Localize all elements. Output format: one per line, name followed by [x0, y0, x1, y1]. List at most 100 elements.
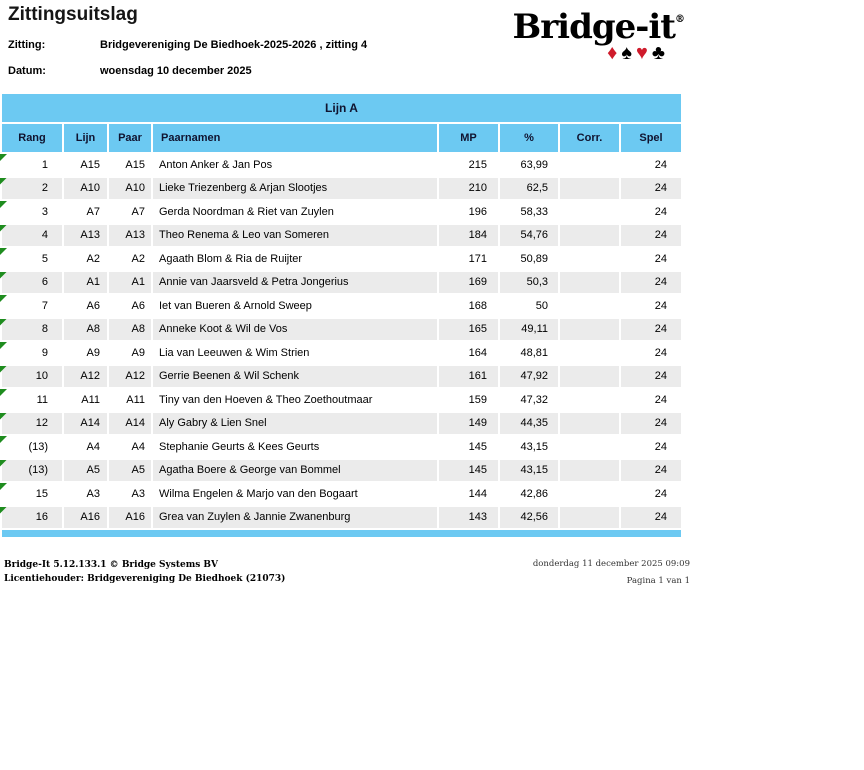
heart-suit-icon: ♥ — [636, 42, 652, 64]
cell-paarnamen: Aly Gabry & Lien Snel — [153, 412, 437, 434]
cell-spel: 24 — [621, 365, 681, 387]
cell-paarnamen: Theo Renema & Leo van Someren — [153, 224, 437, 246]
cell-pct: 63,99 — [500, 154, 558, 176]
row-marker-icon — [0, 483, 7, 490]
cell-rang: 8 — [2, 318, 62, 340]
row-marker-icon — [0, 154, 7, 161]
footer-license: Licentiehouder: Bridgevereniging De Bied… — [4, 574, 286, 584]
cell-corr — [560, 248, 619, 270]
cell-paarnamen: Wilma Engelen & Marjo van den Bogaart — [153, 483, 437, 505]
column-header-rang: Rang — [2, 124, 62, 152]
cell-spel: 24 — [621, 177, 681, 199]
cell-rang: 12 — [2, 412, 62, 434]
row-marker-icon — [0, 248, 7, 255]
cell-spel: 24 — [621, 201, 681, 223]
cell-lijn: A9 — [64, 342, 107, 364]
table-row: 7 A6 A6 Iet van Bueren & Arnold Sweep 168 50 2… — [0, 295, 681, 317]
column-header-paarnamen: Paarnamen — [153, 124, 437, 152]
cell-corr — [560, 271, 619, 293]
table-row: (13) A4 A4 Stephanie Geurts & Kees Geurts 14… — [0, 436, 681, 458]
table-row: 10 A12 A12 Gerrie Beenen & Wil Schenk 161 47,… — [0, 365, 681, 387]
cell-corr — [560, 154, 619, 176]
cell-pct: 47,32 — [500, 389, 558, 411]
cell-rang: 9 — [2, 342, 62, 364]
cell-spel: 24 — [621, 459, 681, 481]
zitting-label: Zitting: — [8, 39, 46, 51]
cell-paarnamen: Tiny van den Hoeven & Theo Zoethoutmaar — [153, 389, 437, 411]
cell-paar: A7 — [109, 201, 151, 223]
cell-lijn: A3 — [64, 483, 107, 505]
cell-lijn: A5 — [64, 459, 107, 481]
table-header-row: Rang Lijn Paar Paarnamen MP % Corr. Spel — [2, 124, 681, 152]
cell-mp: 168 — [439, 295, 498, 317]
zitting-value: Bridgevereniging De Biedhoek-2025-2026 ,… — [100, 39, 368, 51]
table-row: 11 A11 A11 Tiny van den Hoeven & Theo Zoeth… — [0, 389, 681, 411]
row-marker-icon — [0, 295, 7, 302]
cell-lijn: A7 — [64, 201, 107, 223]
row-marker-icon — [0, 436, 7, 443]
cell-paar: A14 — [109, 412, 151, 434]
cell-spel: 24 — [621, 342, 681, 364]
row-marker-icon — [0, 365, 7, 373]
cell-rang: 11 — [2, 389, 62, 411]
cell-pct: 58,33 — [500, 201, 558, 223]
row-marker-icon — [0, 506, 7, 514]
club-suit-icon: ♣ — [651, 42, 669, 64]
cell-corr — [560, 412, 619, 434]
cell-pct: 47,92 — [500, 365, 558, 387]
cell-lijn: A16 — [64, 506, 107, 528]
row-marker-icon — [0, 459, 7, 467]
cell-paar: A9 — [109, 342, 151, 364]
cell-paar: A8 — [109, 318, 151, 340]
cell-mp: 215 — [439, 154, 498, 176]
cell-mp: 145 — [439, 436, 498, 458]
table-footer-bar — [2, 530, 681, 537]
cell-pct: 62,5 — [500, 177, 558, 199]
cell-lijn: A14 — [64, 412, 107, 434]
cell-spel: 24 — [621, 271, 681, 293]
cell-lijn: A15 — [64, 154, 107, 176]
card-suits: ♦♠♥♣ — [455, 42, 685, 64]
row-marker-icon — [0, 342, 7, 349]
cell-pct: 49,11 — [500, 318, 558, 340]
footer-print-date: donderdag 11 december 2025 09:09 — [532, 559, 690, 569]
cell-lijn: A8 — [64, 318, 107, 340]
table-row: 4 A13 A13 Theo Renema & Leo van Someren 184 5… — [0, 224, 681, 246]
cell-paar: A12 — [109, 365, 151, 387]
cell-lijn: A10 — [64, 177, 107, 199]
row-marker-icon — [0, 318, 7, 326]
cell-corr — [560, 389, 619, 411]
table-row: 16 A16 A16 Grea van Zuylen & Jannie Zwanenb… — [0, 506, 681, 528]
cell-pct: 42,56 — [500, 506, 558, 528]
cell-mp: 184 — [439, 224, 498, 246]
table-row: 15 A3 A3 Wilma Engelen & Marjo van den Boga… — [0, 483, 681, 505]
cell-paar: A13 — [109, 224, 151, 246]
row-marker-icon — [0, 389, 7, 396]
cell-paar: A5 — [109, 459, 151, 481]
page-title: Zittingsuitslag — [8, 4, 138, 25]
cell-lijn: A1 — [64, 271, 107, 293]
cell-rang: 4 — [2, 224, 62, 246]
table-row: 6 A1 A1 Annie van Jaarsveld & Petra Jongeri… — [0, 271, 681, 293]
cell-paar: A2 — [109, 248, 151, 270]
cell-mp: 145 — [439, 459, 498, 481]
cell-paar: A6 — [109, 295, 151, 317]
column-header-mp: MP — [439, 124, 498, 152]
row-marker-icon — [0, 201, 7, 208]
cell-mp: 159 — [439, 389, 498, 411]
registered-trademark-icon: ® — [675, 14, 685, 25]
cell-paar: A11 — [109, 389, 151, 411]
cell-mp: 171 — [439, 248, 498, 270]
cell-corr — [560, 365, 619, 387]
results-table: Lijn A Rang Lijn Paar Paarnamen MP % Cor… — [0, 94, 681, 537]
cell-rang: (13) — [2, 459, 62, 481]
row-marker-icon — [0, 224, 7, 232]
cell-corr — [560, 224, 619, 246]
cell-mp: 210 — [439, 177, 498, 199]
table-row: 1 A15 A15 Anton Anker & Jan Pos 215 63,99 24 — [0, 154, 681, 176]
row-marker-icon — [0, 271, 7, 279]
cell-lijn: A11 — [64, 389, 107, 411]
cell-paarnamen: Lia van Leeuwen & Wim Strien — [153, 342, 437, 364]
cell-mp: 196 — [439, 201, 498, 223]
cell-paarnamen: Annie van Jaarsveld & Petra Jongerius — [153, 271, 437, 293]
